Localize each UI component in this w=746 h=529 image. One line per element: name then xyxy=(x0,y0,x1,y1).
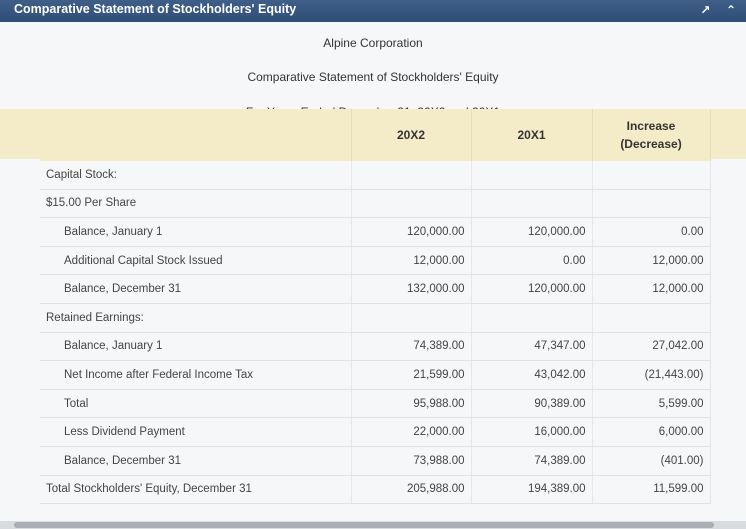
cell-c1[interactable]: 95,988.00 xyxy=(351,388,472,419)
cell-c3[interactable]: (21,443.00) xyxy=(592,360,711,390)
table-row: Net Income after Federal Income Tax 21,59… xyxy=(40,360,711,390)
cell-c1[interactable]: 22,000.00 xyxy=(351,417,472,447)
collapse-chevron-icon[interactable]: ⌃ xyxy=(725,3,736,17)
row-label: Less Dividend Payment xyxy=(40,417,352,447)
cell-c2[interactable]: 47,347.00 xyxy=(471,332,593,362)
horizontal-scrollbar[interactable] xyxy=(0,521,746,529)
statement-title: Comparative Statement of Stockholders' E… xyxy=(247,70,499,84)
table-row: Total 95,988.00 90,389.00 5,599.00 xyxy=(40,388,711,419)
table-header-row: 20X2 20X1 Increase (Decrease) xyxy=(40,109,711,161)
cell-c2[interactable] xyxy=(471,161,593,190)
cell-c3[interactable] xyxy=(592,303,711,333)
cell-c3[interactable] xyxy=(592,189,711,219)
row-label: Balance, January 1 xyxy=(40,217,352,247)
cell-c3[interactable]: 11,599.00 xyxy=(592,474,711,505)
cell-c1[interactable]: 12,000.00 xyxy=(351,246,472,276)
cell-c3[interactable]: 27,042.00 xyxy=(592,332,711,362)
table-row: Additional Capital Stock Issued 12,000.00… xyxy=(40,246,711,276)
cell-c2[interactable] xyxy=(471,189,593,219)
row-label: Capital Stock: xyxy=(40,161,352,190)
window-title: Comparative Statement of Stockholders' E… xyxy=(14,2,297,16)
table-row: Retained Earnings: xyxy=(40,303,711,333)
col-header-change: Increase (Decrease) xyxy=(592,109,711,161)
cell-c1[interactable]: 74,389.00 xyxy=(351,332,472,362)
cell-c1[interactable]: 73,988.00 xyxy=(351,445,472,476)
cell-c2[interactable]: 194,389.00 xyxy=(471,474,593,505)
cell-c3[interactable]: 6,000.00 xyxy=(592,417,711,447)
row-label: Total Stockholders' Equity, December 31 xyxy=(40,475,352,505)
table-row: Balance, December 31 132,000.00 120,000.00… xyxy=(40,274,711,304)
equity-table: 20X2 20X1 Increase (Decrease) Capital St… xyxy=(40,109,711,505)
row-label: $15.00 Per Share xyxy=(40,189,352,219)
table-row: Total Stockholders' Equity, December 31 2… xyxy=(40,474,711,505)
row-label: Additional Capital Stock Issued xyxy=(40,246,352,276)
col-header-20x1: 20X1 xyxy=(471,109,593,161)
cell-c2[interactable]: 0.00 xyxy=(471,246,593,276)
cell-c3[interactable]: 5,599.00 xyxy=(592,388,711,419)
table-row: Balance, January 1 120,000.00 120,000.00 0.… xyxy=(40,217,711,247)
cell-c2[interactable]: 16,000.00 xyxy=(471,417,593,447)
scrollbar-thumb[interactable] xyxy=(14,522,714,528)
cell-c3[interactable]: 12,000.00 xyxy=(592,246,711,276)
table-row: Less Dividend Payment 22,000.00 16,000.00 6… xyxy=(40,417,711,447)
table-row: Balance, December 31 73,988.00 74,389.00 (4… xyxy=(40,445,711,476)
row-label: Total xyxy=(40,389,352,419)
col-header-label xyxy=(40,109,352,161)
cell-c1[interactable]: 21,599.00 xyxy=(351,360,472,390)
row-label: Retained Earnings: xyxy=(40,303,352,333)
cell-c3[interactable] xyxy=(592,161,711,190)
cell-c3[interactable]: 0.00 xyxy=(592,217,711,247)
col-header-20x2: 20X2 xyxy=(351,109,472,161)
cell-c1[interactable] xyxy=(351,161,472,190)
row-label: Net Income after Federal Income Tax xyxy=(40,360,352,390)
window-titlebar: Comparative Statement of Stockholders' E… xyxy=(0,0,746,22)
table-row: Balance, January 1 74,389.00 47,347.00 27,0… xyxy=(40,332,711,362)
cell-c3[interactable]: 12,000.00 xyxy=(592,274,711,304)
cell-c2[interactable]: 120,000.00 xyxy=(471,217,593,247)
cell-c1[interactable] xyxy=(351,189,472,219)
cell-c2[interactable] xyxy=(471,303,593,333)
table-row: $15.00 Per Share xyxy=(40,189,711,219)
row-label: Balance, December 31 xyxy=(40,446,352,476)
row-label: Balance, January 1 xyxy=(40,332,352,362)
cell-c3[interactable]: (401.00) xyxy=(592,445,711,476)
row-label: Balance, December 31 xyxy=(40,274,352,304)
company-name: Alpine Corporation xyxy=(323,36,423,50)
cell-c1[interactable]: 120,000.00 xyxy=(351,217,472,247)
cell-c2[interactable]: 120,000.00 xyxy=(471,274,593,304)
cell-c1[interactable] xyxy=(351,303,472,333)
cell-c2[interactable]: 74,389.00 xyxy=(471,445,593,476)
cell-c2[interactable]: 90,389.00 xyxy=(471,388,593,419)
external-link-icon[interactable]: ↗ xyxy=(700,3,711,17)
cell-c2[interactable]: 43,042.00 xyxy=(471,360,593,390)
cell-c1[interactable]: 205,988.00 xyxy=(351,474,472,505)
table-row: Capital Stock: xyxy=(40,161,711,190)
cell-c1[interactable]: 132,000.00 xyxy=(351,274,472,304)
